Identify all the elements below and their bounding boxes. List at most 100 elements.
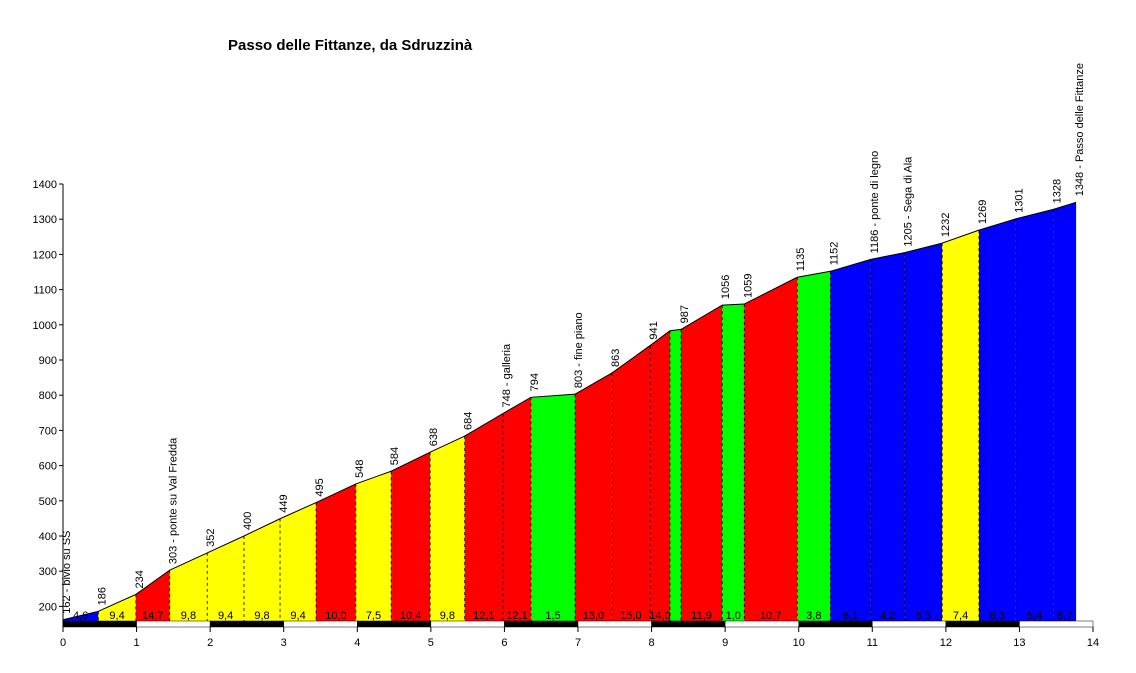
gradient-label: 4,6 xyxy=(73,610,88,622)
segment xyxy=(650,330,670,624)
km-bar xyxy=(651,620,726,628)
x-tick-label: 4 xyxy=(354,637,360,649)
x-tick-label: 10 xyxy=(793,637,805,649)
segment xyxy=(98,594,136,624)
km-bar xyxy=(209,620,284,628)
x-tick-label: 0 xyxy=(60,637,66,649)
elevation-label: 584 xyxy=(389,447,401,465)
elevation-label: 1205 - Sega di Ala xyxy=(903,156,915,247)
segment xyxy=(1015,209,1054,624)
elevation-label: 1135 xyxy=(795,248,807,272)
km-bar xyxy=(724,620,799,628)
y-tick-label: 1000 xyxy=(33,320,57,332)
y-tick-label: 900 xyxy=(39,355,57,367)
gradient-label: 6,3 xyxy=(990,610,1005,622)
chart-title: Passo delle Fittanze, da Sdruzzinà xyxy=(228,37,473,54)
elevation-label: 684 xyxy=(463,412,475,430)
gradient-label: 7,4 xyxy=(953,610,968,622)
km-bar xyxy=(283,620,358,628)
segment xyxy=(942,230,979,624)
y-tick-label: 1100 xyxy=(33,285,57,297)
gradient-label: 9,8 xyxy=(440,610,455,622)
gradient-label: 14,7 xyxy=(142,610,163,622)
elevation-label: 1348 - Passo delle Fittanze xyxy=(1074,63,1086,196)
x-tick-label: 7 xyxy=(575,637,581,649)
gradient-label: 12,1 xyxy=(506,610,527,622)
gradient-label: 12,1 xyxy=(473,610,494,622)
segment xyxy=(207,536,244,624)
segment xyxy=(744,277,798,624)
segment xyxy=(870,252,905,624)
segment xyxy=(280,502,317,624)
elevation-label: 234 xyxy=(134,570,146,588)
x-tick-label: 13 xyxy=(1013,637,1025,649)
elevation-label: 803 - fine piano xyxy=(573,312,585,388)
profile-line xyxy=(62,201,1077,621)
gradient-label: 9,8 xyxy=(181,610,196,622)
gradient-label: 10,0 xyxy=(325,610,346,622)
gradient-label: 5,3 xyxy=(916,610,931,622)
x-tick-label: 1 xyxy=(134,637,140,649)
elevation-label: 548 xyxy=(354,460,366,478)
x-tick-label: 12 xyxy=(940,637,952,649)
elevation-label: 1186 - ponte di legno xyxy=(869,151,881,254)
segment xyxy=(797,271,831,624)
km-bar xyxy=(798,620,873,628)
elevation-label: 987 xyxy=(679,305,691,323)
segment xyxy=(904,243,943,625)
x-tick-label: 3 xyxy=(281,637,287,649)
segment xyxy=(669,329,681,624)
x-tick-label: 5 xyxy=(428,637,434,649)
gradient-label: 9,4 xyxy=(218,610,233,622)
elevation-label: 495 xyxy=(314,478,326,496)
gradient-label: 11,9 xyxy=(691,610,712,622)
elevation-label: 941 xyxy=(648,321,660,339)
segment xyxy=(502,397,531,624)
gradient-label: 14,0 xyxy=(649,610,670,622)
gradient-label: 7,5 xyxy=(366,610,381,622)
km-bar xyxy=(504,620,579,628)
y-tick-label: 500 xyxy=(39,496,57,508)
segment xyxy=(316,483,356,624)
km-bar xyxy=(430,620,505,628)
y-tick-label: 600 xyxy=(39,461,57,473)
gradient-label: 1,0 xyxy=(726,610,741,622)
gradient-label: 10,4 xyxy=(400,610,421,622)
segment xyxy=(355,471,392,624)
x-tick-label: 8 xyxy=(649,637,655,649)
elevation-label: 1328 xyxy=(1051,179,1063,203)
x-tick-label: 14 xyxy=(1087,637,1099,649)
km-bar xyxy=(357,620,432,628)
gradient-label: 9,4 xyxy=(290,610,305,622)
y-tick-label: 300 xyxy=(39,566,57,578)
segment xyxy=(430,436,465,624)
y-tick-label: 1400 xyxy=(33,179,57,191)
gradient-label: 4,2 xyxy=(880,610,895,622)
elevation-label: 400 xyxy=(242,512,254,530)
km-bar xyxy=(62,620,137,628)
x-tick-label: 9 xyxy=(722,637,728,649)
elevation-label: 303 - ponte su Val Fredda xyxy=(168,437,180,564)
elevation-label: 1152 xyxy=(828,242,840,266)
gradient-label: 13,0 xyxy=(583,610,604,622)
km-bar xyxy=(136,620,211,628)
segment xyxy=(611,345,651,624)
segment xyxy=(135,570,170,624)
gradient-label: 10,7 xyxy=(760,610,781,622)
y-tick-label: 400 xyxy=(39,531,57,543)
segment xyxy=(575,373,612,624)
elevation-label: 352 xyxy=(205,529,217,547)
elevation-label: 1269 xyxy=(977,200,989,224)
gradient-label: 5,4 xyxy=(1027,610,1042,622)
segment xyxy=(530,394,576,624)
elevation-label: 1301 xyxy=(1014,188,1026,212)
gradient-label: 9,8 xyxy=(254,610,269,622)
elevation-label: 638 xyxy=(428,428,440,446)
x-tick-label: 11 xyxy=(867,637,878,649)
gradient-label: 1,5 xyxy=(545,610,560,622)
segment xyxy=(681,305,723,624)
elevation-label: 1056 xyxy=(720,275,732,299)
elevation-label: 186 xyxy=(96,587,108,605)
